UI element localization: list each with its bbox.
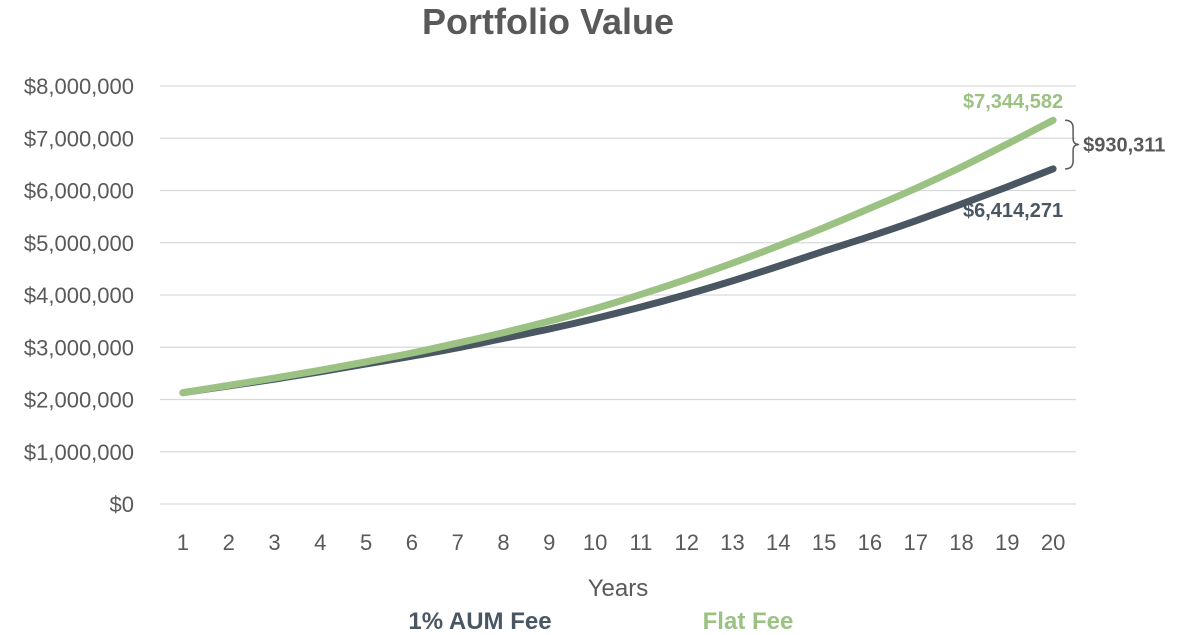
aum-fee-end-value: $6,414,271	[963, 200, 1063, 222]
y-tick-label: $3,000,000	[24, 335, 134, 360]
y-tick-label: $0	[110, 492, 134, 517]
x-tick-label: 18	[949, 530, 973, 555]
gridlines	[160, 85, 1076, 505]
y-axis-ticks: $0 $1,000,000 $2,000,000 $3,000,000 $4,000,0…	[24, 74, 134, 517]
x-tick-label: 17	[903, 530, 927, 555]
x-tick-label: 4	[314, 530, 326, 555]
legend-entry-flat-fee: Flat Fee	[703, 608, 794, 635]
difference-brace	[1065, 119, 1080, 170]
chart-title: Portfolio Value	[422, 1, 674, 42]
y-tick-label: $2,000,000	[24, 388, 134, 413]
flat-fee-end-value: $7,344,582	[963, 91, 1063, 113]
x-tick-label: 6	[406, 530, 418, 555]
series-line-aum-fee	[179, 165, 1057, 397]
y-tick-label: $8,000,000	[24, 74, 134, 99]
difference-value: $930,311	[1083, 135, 1165, 157]
x-tick-label: 1	[177, 530, 189, 555]
legend-entry-aum-fee: 1% AUM Fee	[408, 608, 551, 635]
x-axis-label: Years	[588, 575, 649, 602]
y-tick-label: $7,000,000	[24, 126, 134, 151]
x-tick-label: 19	[995, 530, 1019, 555]
x-tick-label: 7	[452, 530, 464, 555]
annotations: $7,344,582 $6,414,271 $930,311	[963, 91, 1165, 222]
x-tick-label: 2	[223, 530, 235, 555]
x-tick-label: 5	[360, 530, 372, 555]
x-tick-label: 16	[858, 530, 882, 555]
series-lines	[179, 116, 1057, 397]
x-axis-ticks: 1 2 3 4 5 6 7 8 9 10 11 12 13 14 15 16 17 18 19 20	[177, 530, 1066, 555]
legend: 1% AUM Fee Flat Fee	[408, 608, 793, 635]
x-tick-label: 15	[812, 530, 836, 555]
y-tick-label: $6,000,000	[24, 179, 134, 204]
y-tick-label: $1,000,000	[24, 440, 134, 465]
x-tick-label: 13	[720, 530, 744, 555]
x-tick-label: 8	[497, 530, 509, 555]
series-line-flat-fee	[179, 116, 1057, 397]
x-tick-label: 14	[766, 530, 790, 555]
x-tick-label: 20	[1041, 530, 1065, 555]
x-tick-label: 3	[268, 530, 280, 555]
x-tick-label: 11	[629, 530, 652, 555]
x-tick-label: 10	[583, 530, 607, 555]
x-tick-label: 12	[674, 530, 698, 555]
y-tick-label: $5,000,000	[24, 231, 134, 256]
x-tick-label: 9	[543, 530, 555, 555]
y-tick-label: $4,000,000	[24, 283, 134, 308]
